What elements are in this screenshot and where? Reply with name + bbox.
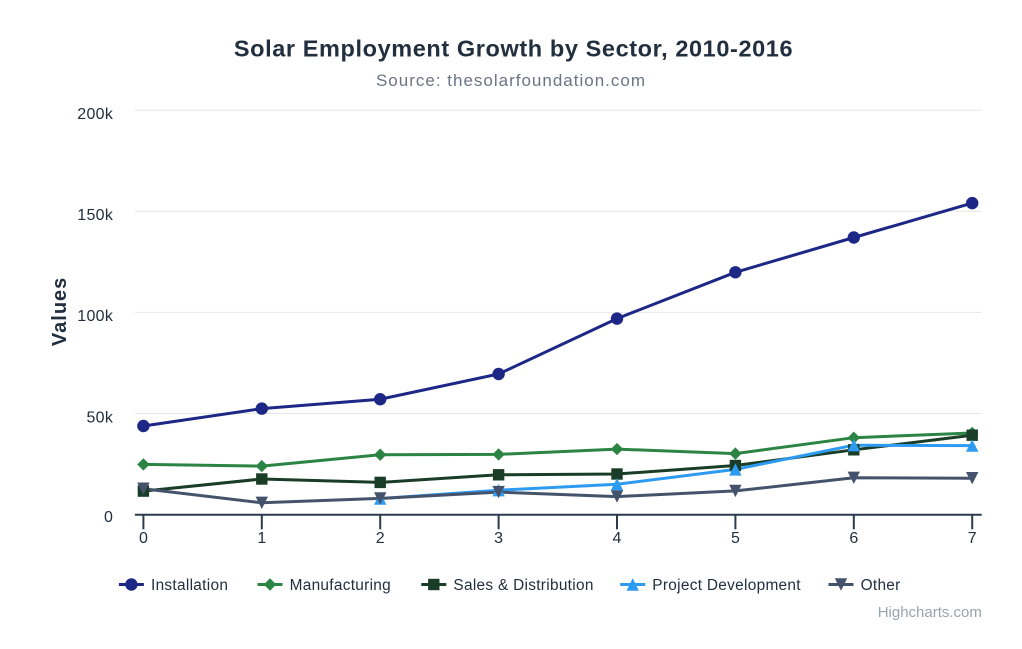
svg-text:0: 0: [139, 530, 148, 547]
svg-text:150k: 150k: [77, 207, 114, 224]
svg-text:Installation: Installation: [151, 577, 228, 594]
svg-text:50k: 50k: [86, 409, 113, 426]
svg-text:Solar Employment Growth by Sec: Solar Employment Growth by Sector, 2010-…: [234, 35, 793, 61]
svg-text:Manufacturing: Manufacturing: [290, 577, 391, 594]
svg-text:4: 4: [613, 530, 622, 547]
svg-text:100k: 100k: [77, 308, 114, 325]
svg-text:Source: thesolarfoundation.com: Source: thesolarfoundation.com: [376, 71, 646, 90]
svg-text:Other: Other: [861, 577, 901, 594]
svg-text:3: 3: [494, 530, 503, 547]
svg-text:Highcharts.com: Highcharts.com: [878, 604, 982, 621]
svg-text:2: 2: [376, 530, 385, 547]
svg-text:7: 7: [968, 530, 977, 547]
svg-text:200k: 200k: [77, 106, 114, 123]
svg-text:6: 6: [849, 530, 858, 547]
svg-text:5: 5: [731, 530, 740, 547]
svg-text:0: 0: [104, 509, 113, 526]
svg-text:Sales & Distribution: Sales & Distribution: [453, 577, 593, 594]
svg-text:Project Development: Project Development: [652, 577, 801, 594]
svg-text:Values: Values: [49, 277, 71, 346]
svg-text:1: 1: [257, 530, 266, 547]
